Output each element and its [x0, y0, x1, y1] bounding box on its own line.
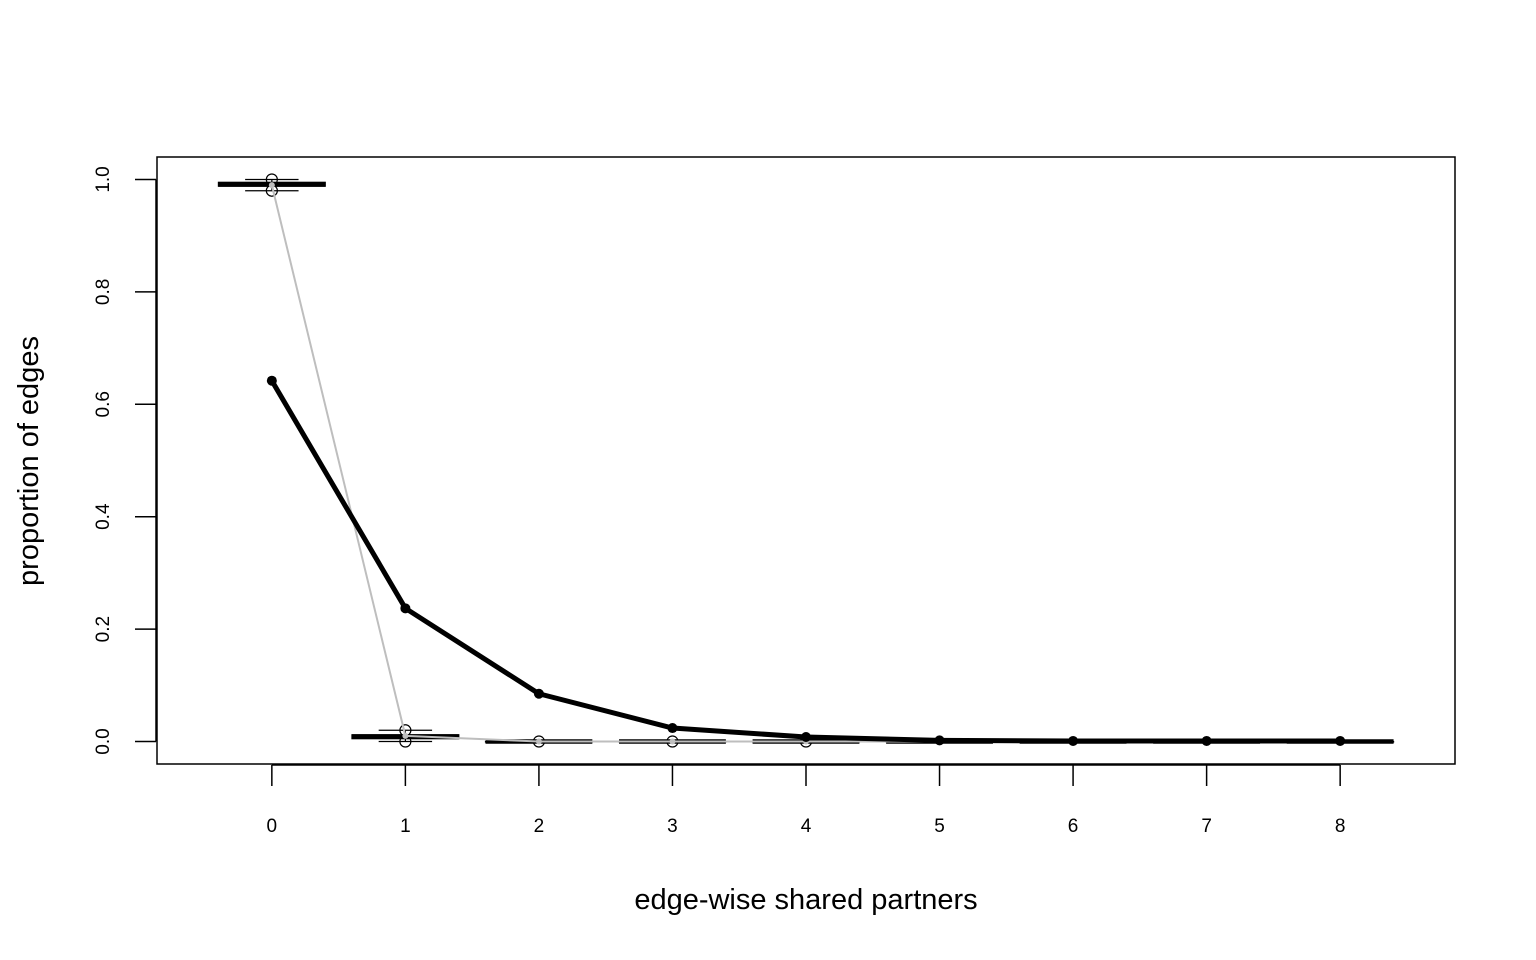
observed-point	[934, 735, 945, 746]
x-tick-label: 2	[534, 816, 545, 837]
observed-point	[1335, 735, 1346, 746]
x-axis-title: edge-wise shared partners	[634, 884, 977, 916]
y-tick-label: 1.0	[93, 166, 114, 192]
x-tick-label: 3	[667, 816, 678, 837]
x-tick-label: 8	[1335, 816, 1346, 837]
x-tick-label: 7	[1201, 816, 1212, 837]
x-tick-label: 6	[1068, 816, 1079, 837]
observed-point	[400, 603, 411, 614]
x-axis: 0 1 2 3 4 5 6 7 8	[267, 764, 1346, 837]
observed-point	[1201, 735, 1212, 746]
y-axis: 0.0 0.2 0.4 0.6 0.8 1.0	[93, 166, 157, 755]
x-tick-label: 0	[267, 816, 278, 837]
y-tick-label: 0.0	[93, 728, 114, 754]
observed-point	[266, 375, 277, 386]
simulated-point	[402, 732, 409, 739]
y-tick-label: 0.2	[93, 616, 114, 642]
observed-point	[801, 732, 811, 743]
x-tick-label: 5	[934, 816, 945, 837]
x-tick-label: 4	[801, 816, 812, 837]
y-tick-label: 0.4	[93, 503, 114, 530]
observed-series	[266, 375, 1346, 746]
observed-point	[1068, 735, 1079, 746]
y-tick-label: 0.6	[93, 391, 114, 417]
plot-frame	[156, 156, 1456, 765]
observed-point	[667, 723, 678, 734]
simulated-point	[669, 738, 676, 745]
simulated-point	[268, 182, 275, 189]
x-tick-label: 1	[400, 816, 411, 837]
observed-point	[533, 688, 544, 699]
y-axis-title: proportion of edges	[13, 336, 45, 586]
y-tick-label: 0.8	[93, 279, 114, 305]
simulated-point	[535, 738, 542, 745]
